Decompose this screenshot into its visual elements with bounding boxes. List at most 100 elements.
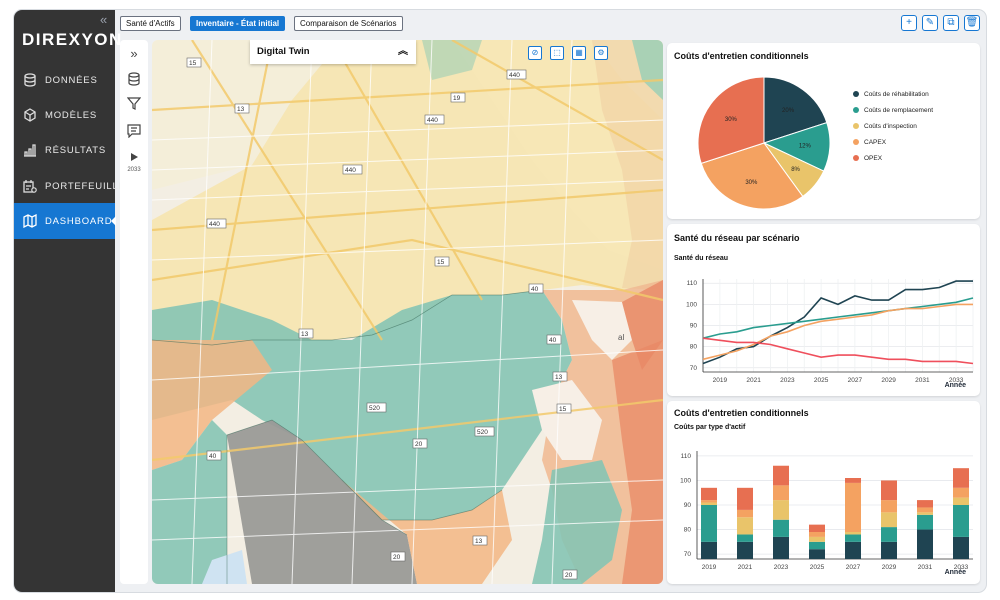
portfolio-icon bbox=[23, 180, 37, 193]
bar-segment bbox=[917, 507, 933, 513]
nav-label: RÉSULTATS bbox=[45, 144, 107, 156]
bar-segment bbox=[881, 541, 897, 559]
bar-segment bbox=[701, 500, 717, 503]
bar-segment bbox=[809, 541, 825, 550]
trash-icon[interactable]: 🗑 bbox=[964, 15, 980, 31]
road-shield bbox=[528, 283, 544, 294]
chart-xlabel: Année bbox=[944, 569, 966, 576]
sidebar: « DIREXYON DONNÉES MODÈLES RÉSULTATS POR… bbox=[14, 10, 125, 592]
card-title: Coûts d'entretien conditionnels bbox=[674, 51, 809, 61]
x-tick-label: 2033 bbox=[949, 377, 964, 384]
card-title: Santé du réseau par scénario bbox=[674, 233, 800, 243]
pie-slice-label: 8% bbox=[791, 167, 800, 173]
bar-segment bbox=[773, 500, 789, 520]
road-shield bbox=[474, 426, 495, 437]
x-tick-label: 2029 bbox=[881, 377, 896, 384]
tab-inventaire[interactable]: Inventaire - État initial bbox=[190, 16, 286, 31]
bar-segment bbox=[845, 541, 861, 559]
nav-item-modeles[interactable]: MODÈLES bbox=[14, 97, 115, 133]
chart-xlabel: Année bbox=[944, 382, 966, 389]
pie-slice bbox=[763, 76, 828, 144]
road-label: 13 bbox=[475, 538, 483, 545]
select-area-icon[interactable]: ⬚ bbox=[550, 46, 564, 60]
copy-icon[interactable]: ⧉ bbox=[943, 15, 959, 31]
digital-twin-panel[interactable]: Digital Twin ︽ bbox=[250, 40, 416, 64]
road-label: 13 bbox=[301, 331, 309, 338]
y-tick-label: 100 bbox=[680, 477, 691, 484]
legend-label: Coûts d'inspection bbox=[864, 123, 917, 130]
nav-item-donnees[interactable]: DONNÉES bbox=[14, 62, 115, 98]
chevron-up-icon[interactable]: ︽ bbox=[398, 46, 408, 57]
map-canvas[interactable]: 15 440 19 13 440 440 440 15 40 13 40 13 15 520 520 20 40… bbox=[152, 40, 663, 584]
bar-segment bbox=[845, 532, 861, 535]
bar-segment bbox=[845, 534, 861, 542]
pie-chart-card: Coûts d'entretien conditionnels 20% 12% 8%… bbox=[667, 43, 980, 219]
x-tick-label: 2025 bbox=[810, 564, 825, 571]
road-shield bbox=[298, 328, 314, 339]
road-label: 40 bbox=[549, 337, 557, 344]
road-label: 40 bbox=[209, 453, 217, 460]
bar-segment bbox=[881, 512, 897, 528]
y-tick-label: 90 bbox=[684, 502, 692, 509]
road-shield bbox=[472, 535, 488, 546]
bar-segment bbox=[773, 485, 789, 501]
bar-segment bbox=[953, 468, 969, 488]
bar-segment bbox=[701, 505, 717, 542]
road-label: 440 bbox=[509, 72, 520, 79]
road-label: 440 bbox=[345, 167, 356, 174]
tab-sante-actifs[interactable]: Santé d'Actifs bbox=[120, 16, 181, 31]
x-tick-label: 2027 bbox=[846, 564, 861, 571]
y-tick-label: 80 bbox=[684, 527, 692, 534]
road-label: 20 bbox=[393, 554, 401, 561]
bar-segment bbox=[809, 524, 825, 532]
road-label: 520 bbox=[477, 429, 488, 436]
nav-item-portefeuille[interactable]: PORTEFEUILLE bbox=[14, 168, 125, 204]
pie-slice-label: 12% bbox=[799, 144, 812, 150]
collapse-sidebar-icon[interactable]: « bbox=[100, 12, 108, 27]
digital-twin-map[interactable]: 15 440 19 13 440 440 440 15 40 13 40 13 15 520 520 20 40… bbox=[152, 40, 663, 584]
road-shield bbox=[390, 551, 406, 562]
nav-item-resultats[interactable]: RÉSULTATS bbox=[14, 132, 115, 168]
top-bar: Santé d'Actifs Inventaire - État initial… bbox=[115, 10, 986, 40]
y-tick-label: 100 bbox=[686, 301, 697, 308]
bar-segment bbox=[737, 541, 753, 559]
grid-icon[interactable]: ▦ bbox=[572, 46, 586, 60]
panel-title: Digital Twin bbox=[257, 46, 310, 57]
line-chart-card: Santé du réseau par scénario Santé du ré… bbox=[667, 224, 980, 396]
layers-database-icon[interactable] bbox=[127, 72, 141, 86]
legend-item: CAPEX bbox=[853, 139, 886, 146]
pie-slice-label: 30% bbox=[725, 117, 738, 123]
bar-chart: 70 80 90 100 110 2019 2021 2023 2025 2027 2029 2031… bbox=[680, 451, 973, 571]
y-tick-label: 90 bbox=[690, 323, 698, 330]
road-shield bbox=[556, 403, 572, 414]
tab-comparaison[interactable]: Comparaison de Scénarios bbox=[294, 16, 403, 31]
bar-segment bbox=[917, 529, 933, 559]
legend-label: Coûts de remplacement bbox=[864, 107, 934, 114]
series-line bbox=[702, 337, 974, 365]
road-label: 20 bbox=[565, 572, 573, 579]
bar-chart-icon bbox=[24, 144, 36, 157]
series-line bbox=[702, 303, 973, 361]
settings-icon[interactable]: ⚙ bbox=[594, 46, 608, 60]
card-title: Coûts d'entretien conditionnels bbox=[674, 408, 809, 418]
comment-icon[interactable] bbox=[127, 124, 141, 139]
road-label: 13 bbox=[237, 106, 245, 113]
y-tick-label: 70 bbox=[690, 365, 698, 372]
pencil-icon[interactable]: ✎ bbox=[922, 15, 938, 31]
pie-slice bbox=[700, 142, 804, 210]
nav-item-dashboard[interactable]: DASHBOARD bbox=[14, 203, 116, 239]
bar-segment bbox=[917, 514, 933, 530]
y-tick-label: 70 bbox=[684, 551, 692, 558]
x-tick-label: 2031 bbox=[915, 377, 930, 384]
play-icon[interactable] bbox=[127, 150, 141, 164]
compass-icon[interactable]: ⊘ bbox=[528, 46, 542, 60]
bar-segment bbox=[737, 487, 753, 510]
plus-icon[interactable]: + bbox=[901, 15, 917, 31]
filter-icon[interactable] bbox=[126, 96, 142, 110]
bar-segment bbox=[701, 502, 717, 505]
nav-label: PORTEFEUILLE bbox=[45, 180, 126, 192]
road-shield bbox=[506, 69, 527, 80]
pie-chart: 20% 12% 8% 30% 30% bbox=[697, 76, 831, 210]
expand-panel-icon[interactable]: » bbox=[130, 46, 138, 61]
database-icon bbox=[24, 73, 36, 87]
